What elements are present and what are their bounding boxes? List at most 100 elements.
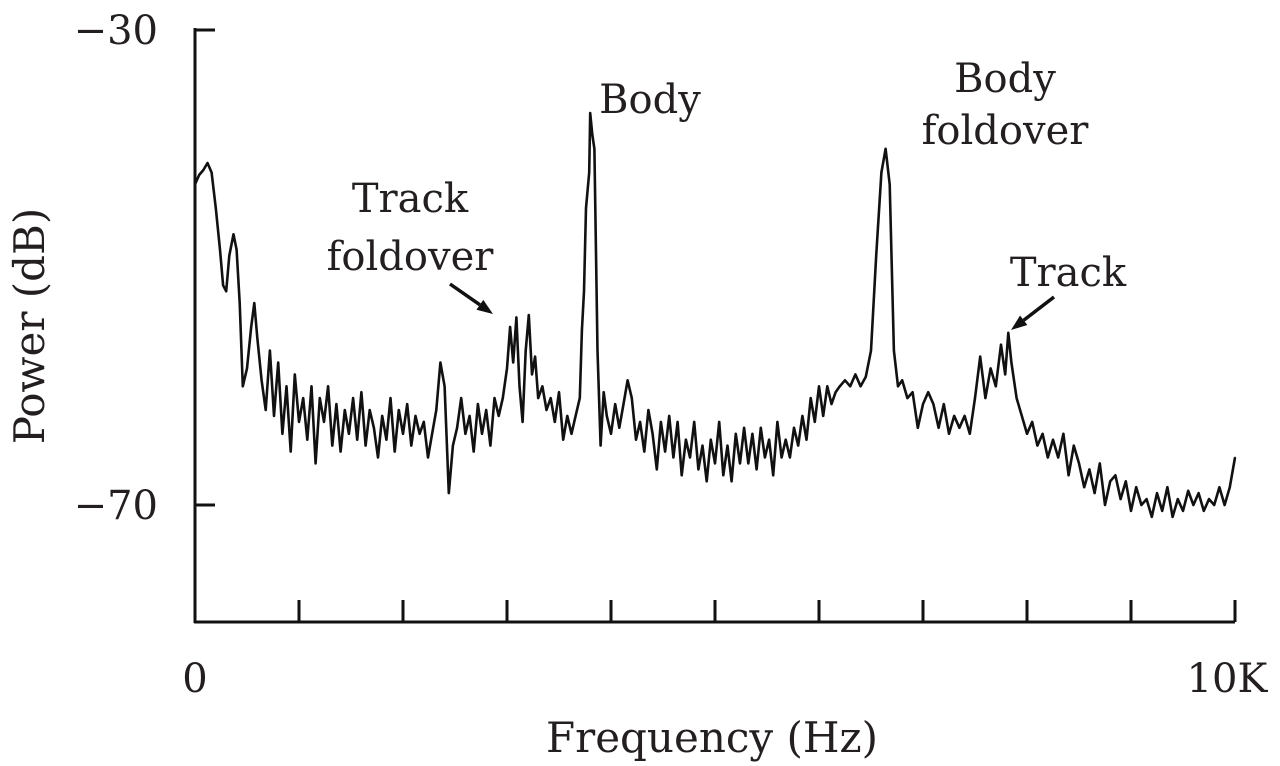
data-point bbox=[250, 325, 253, 328]
data-point bbox=[402, 432, 404, 435]
data-point bbox=[1041, 432, 1044, 435]
data-point bbox=[1187, 489, 1190, 492]
data-point bbox=[476, 403, 479, 405]
data-point bbox=[260, 379, 263, 382]
data-point bbox=[793, 426, 795, 429]
data-point bbox=[518, 385, 521, 388]
data-point bbox=[888, 183, 891, 186]
data-point bbox=[1109, 480, 1112, 483]
data-point bbox=[566, 415, 569, 417]
data-point bbox=[253, 302, 256, 305]
data-point bbox=[963, 415, 966, 417]
data-point bbox=[1098, 462, 1101, 465]
data-point bbox=[1078, 462, 1080, 465]
data-point bbox=[1067, 474, 1070, 477]
data-point bbox=[730, 480, 733, 483]
data-point bbox=[427, 456, 429, 459]
data-point bbox=[948, 432, 950, 435]
data-point bbox=[922, 403, 924, 405]
data-point bbox=[289, 450, 292, 453]
data-point bbox=[596, 349, 599, 352]
data-point bbox=[1010, 361, 1013, 364]
data-point bbox=[589, 112, 592, 115]
data-point bbox=[1135, 486, 1138, 489]
data-point bbox=[537, 397, 540, 400]
data-point bbox=[1182, 510, 1184, 512]
data-point bbox=[285, 385, 288, 388]
data-point bbox=[1124, 480, 1127, 483]
data-point bbox=[655, 468, 658, 471]
data-point bbox=[468, 415, 471, 417]
data-point bbox=[849, 385, 852, 388]
data-point bbox=[1104, 504, 1106, 506]
data-point bbox=[780, 456, 783, 459]
data-point bbox=[364, 444, 367, 447]
data-point bbox=[531, 373, 533, 376]
data-point bbox=[348, 432, 350, 435]
data-point bbox=[327, 385, 330, 388]
y-tick-label-top: −30 bbox=[74, 8, 158, 54]
annotation-body-foldover-line2: foldover bbox=[922, 108, 1090, 154]
data-point bbox=[660, 420, 662, 423]
data-point bbox=[339, 450, 342, 453]
data-point bbox=[406, 403, 409, 405]
y-tick-label-bottom: −70 bbox=[74, 483, 158, 529]
data-point bbox=[1062, 432, 1065, 435]
data-point bbox=[1026, 432, 1028, 435]
data-point bbox=[385, 438, 388, 441]
data-point bbox=[268, 349, 271, 352]
data-point bbox=[755, 468, 758, 471]
data-point bbox=[588, 171, 591, 174]
data-point bbox=[1218, 486, 1221, 489]
data-point bbox=[838, 385, 841, 388]
data-point bbox=[805, 438, 808, 441]
data-point bbox=[585, 207, 587, 210]
data-point bbox=[356, 438, 359, 441]
data-point bbox=[635, 438, 637, 441]
data-point bbox=[927, 391, 930, 394]
annotation-track-line1: Track bbox=[1010, 250, 1127, 296]
data-point bbox=[574, 415, 577, 417]
data-point bbox=[202, 169, 205, 172]
data-point bbox=[277, 361, 280, 364]
data-point bbox=[198, 173, 201, 176]
data-point bbox=[302, 397, 305, 400]
data-point bbox=[570, 432, 573, 435]
data-point bbox=[1036, 444, 1039, 447]
data-point bbox=[485, 409, 488, 411]
data-point bbox=[984, 397, 987, 400]
data-point bbox=[206, 162, 209, 164]
data-point bbox=[273, 415, 275, 417]
data-point bbox=[953, 415, 956, 417]
data-point bbox=[651, 432, 654, 435]
data-point bbox=[994, 385, 997, 388]
data-point bbox=[630, 397, 633, 400]
data-point bbox=[880, 171, 883, 174]
data-point bbox=[281, 432, 284, 435]
data-point bbox=[422, 420, 425, 423]
data-point bbox=[431, 432, 434, 435]
tick-labels: −30 −70 0 10K bbox=[74, 8, 1269, 702]
data-point bbox=[714, 462, 716, 465]
data-point bbox=[859, 385, 862, 388]
data-point bbox=[210, 171, 213, 174]
data-point bbox=[235, 248, 238, 251]
data-point bbox=[870, 349, 872, 352]
data-point bbox=[418, 432, 421, 435]
data-point bbox=[1171, 515, 1174, 518]
x-tick-label-end: 10K bbox=[1187, 656, 1269, 702]
data-point bbox=[788, 456, 791, 459]
data-point bbox=[830, 403, 833, 405]
data-point bbox=[512, 361, 515, 364]
data-point bbox=[558, 391, 560, 394]
data-point bbox=[593, 147, 596, 150]
data-point bbox=[602, 391, 605, 394]
data-point bbox=[643, 450, 646, 453]
data-point bbox=[1156, 492, 1158, 495]
data-point bbox=[1057, 456, 1060, 459]
data-point bbox=[884, 147, 887, 150]
y-axis-label: Power (dB) bbox=[5, 208, 54, 445]
data-point bbox=[614, 403, 617, 405]
data-point bbox=[968, 432, 971, 435]
